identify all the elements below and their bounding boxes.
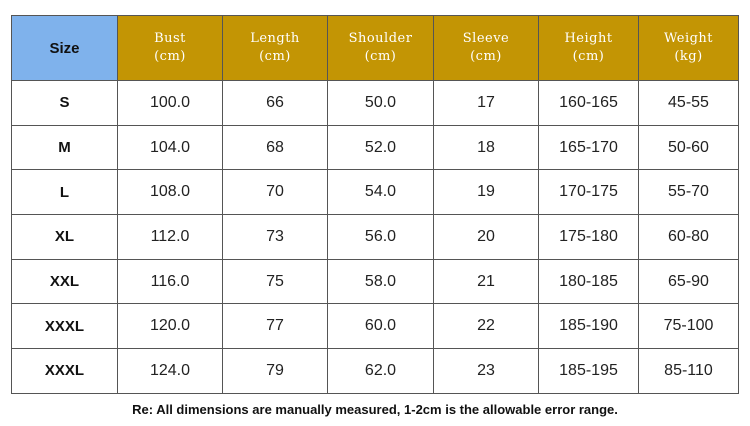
height-cell: 185-190	[538, 303, 639, 350]
weight-cell: 45-55	[638, 80, 739, 126]
length-header-label: Length	[250, 31, 300, 46]
length-header-unit: (cm)	[259, 49, 291, 64]
size-cell: XXXL	[11, 303, 118, 350]
header-row: Size Bust (cm) Length (cm) Shoulder (cm)…	[11, 15, 739, 81]
sleeve-header: Sleeve (cm)	[433, 15, 539, 81]
bust-cell: 100.0	[117, 80, 223, 126]
bust-header-unit: (cm)	[154, 49, 186, 64]
weight-cell: 55-70	[638, 169, 739, 216]
weight-cell: 75-100	[638, 303, 739, 350]
shoulder-cell: 62.0	[327, 348, 434, 394]
sleeve-cell: 21	[433, 258, 539, 305]
length-cell: 77	[222, 303, 328, 350]
bust-cell: 108.0	[117, 169, 223, 216]
height-header-label: Height	[564, 31, 613, 46]
size-cell: XXL	[11, 258, 118, 305]
height-header-unit: (cm)	[572, 49, 605, 64]
shoulder-cell: 58.0	[327, 258, 434, 305]
shoulder-header: Shoulder (cm)	[327, 15, 434, 81]
weight-cell: 65-90	[638, 258, 739, 305]
height-cell: 185-195	[538, 348, 639, 394]
size-cell: M	[11, 124, 118, 171]
weight-cell: 60-80	[638, 214, 739, 260]
sleeve-cell: 20	[433, 214, 539, 260]
shoulder-cell: 50.0	[327, 80, 434, 126]
sleeve-cell: 18	[433, 124, 539, 171]
length-cell: 68	[222, 124, 328, 171]
table-row: XXXL 120.0 77 60.0 22 185-190 75-100	[11, 303, 739, 350]
height-cell: 170-175	[538, 169, 639, 216]
length-header: Length (cm)	[222, 15, 328, 81]
height-header: Height (cm)	[538, 15, 639, 81]
sleeve-header-label: Sleeve	[462, 31, 510, 46]
size-cell: S	[11, 80, 118, 126]
shoulder-cell: 54.0	[327, 169, 434, 216]
size-cell: L	[11, 169, 118, 216]
length-cell: 70	[222, 169, 328, 216]
length-cell: 66	[222, 80, 328, 126]
size-chart-table: Size Bust (cm) Length (cm) Shoulder (cm)…	[11, 15, 739, 394]
shoulder-header-unit: (cm)	[364, 49, 397, 64]
bust-header: Bust (cm)	[117, 15, 223, 81]
height-cell: 180-185	[538, 258, 639, 305]
weight-header-unit: (kg)	[674, 49, 703, 64]
size-header: Size	[11, 15, 118, 81]
length-cell: 73	[222, 214, 328, 260]
length-cell: 79	[222, 348, 328, 394]
sleeve-cell: 19	[433, 169, 539, 216]
sleeve-cell: 23	[433, 348, 539, 394]
bust-cell: 104.0	[117, 124, 223, 171]
shoulder-cell: 56.0	[327, 214, 434, 260]
table-row: M 104.0 68 52.0 18 165-170 50-60	[11, 124, 739, 171]
table-row: XL 112.0 73 56.0 20 175-180 60-80	[11, 214, 739, 260]
table-row: XXL 116.0 75 58.0 21 180-185 65-90	[11, 258, 739, 305]
weight-cell: 50-60	[638, 124, 739, 171]
shoulder-cell: 60.0	[327, 303, 434, 350]
sleeve-cell: 22	[433, 303, 539, 350]
shoulder-cell: 52.0	[327, 124, 434, 171]
size-cell: XL	[11, 214, 118, 260]
table-row: S 100.0 66 50.0 17 160-165 45-55	[11, 80, 739, 126]
height-cell: 165-170	[538, 124, 639, 171]
shoulder-header-label: Shoulder	[348, 31, 413, 46]
weight-cell: 85-110	[638, 348, 739, 394]
bust-cell: 124.0	[117, 348, 223, 394]
measurement-note: Re: All dimensions are manually measured…	[132, 402, 618, 417]
weight-header-label: Weight	[663, 31, 714, 46]
table-row: L 108.0 70 54.0 19 170-175 55-70	[11, 169, 739, 216]
height-cell: 175-180	[538, 214, 639, 260]
bust-cell: 112.0	[117, 214, 223, 260]
bust-cell: 116.0	[117, 258, 223, 305]
weight-header: Weight (kg)	[638, 15, 739, 81]
sleeve-cell: 17	[433, 80, 539, 126]
sleeve-header-unit: (cm)	[470, 49, 502, 64]
size-cell: XXXL	[11, 348, 118, 394]
bust-cell: 120.0	[117, 303, 223, 350]
table-row: XXXL 124.0 79 62.0 23 185-195 85-110	[11, 348, 739, 394]
bust-header-label: Bust	[154, 31, 186, 46]
height-cell: 160-165	[538, 80, 639, 126]
length-cell: 75	[222, 258, 328, 305]
